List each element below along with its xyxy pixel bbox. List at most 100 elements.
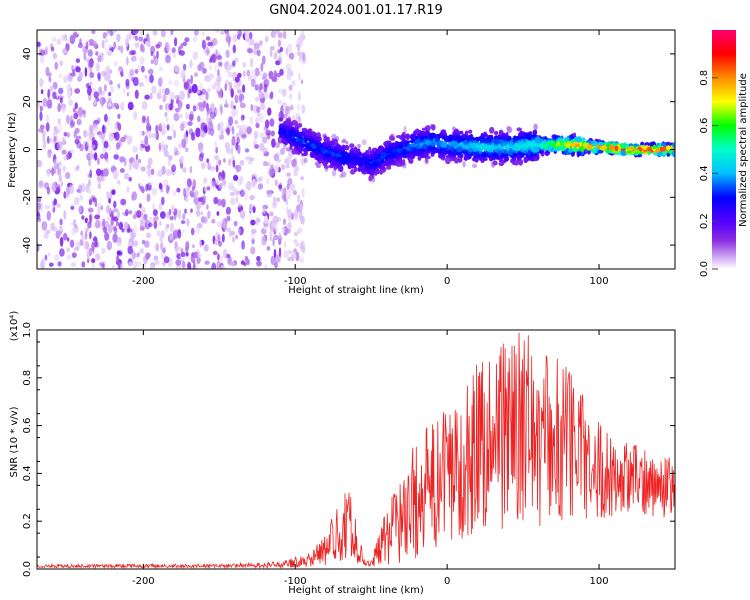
ridge-blob — [508, 148, 514, 156]
noise-blob — [109, 69, 112, 74]
ridge-blob — [345, 140, 349, 145]
noise-blob — [47, 97, 52, 107]
noise-blob — [295, 43, 301, 48]
x-tick-label: 0 — [444, 276, 450, 287]
noise-blob — [125, 38, 129, 48]
ridge-blob — [425, 159, 429, 164]
noise-blob — [286, 172, 291, 177]
noise-blob — [220, 130, 224, 136]
ridge-blob — [437, 142, 441, 150]
noise-blob — [160, 241, 164, 251]
noise-blob — [185, 112, 189, 120]
noise-blob — [273, 234, 279, 241]
noise-blob — [230, 100, 234, 110]
noise-blob — [183, 132, 187, 141]
noise-blob — [244, 148, 250, 153]
noise-blob — [260, 62, 264, 72]
noise-blob — [237, 202, 242, 208]
ridge-blob — [572, 132, 577, 137]
ridge-blob — [498, 129, 504, 136]
noise-blob — [207, 87, 211, 93]
noise-blob — [296, 103, 300, 112]
noise-blob — [37, 213, 41, 220]
ridge-blob — [480, 159, 485, 163]
noise-blob — [221, 218, 226, 228]
noise-blob — [37, 41, 41, 47]
ridge-blob — [291, 148, 296, 155]
noise-blob — [79, 194, 84, 201]
ridge-blob — [571, 143, 575, 149]
noise-blob — [53, 254, 60, 262]
noise-blob — [93, 123, 99, 132]
ridge-blob — [488, 137, 492, 144]
ridge-blob — [574, 143, 581, 148]
noise-blob — [231, 135, 236, 146]
noise-blob — [189, 190, 194, 197]
ridge-blob — [419, 130, 425, 136]
noise-blob — [203, 216, 208, 225]
noise-blob — [279, 46, 283, 53]
noise-blob — [199, 82, 203, 92]
noise-blob — [194, 72, 199, 77]
ridge-blob — [357, 143, 361, 149]
noise-blob — [91, 258, 96, 264]
noise-blob — [70, 115, 73, 125]
noise-blob — [173, 189, 177, 197]
ridge-blob — [349, 143, 355, 149]
ridge-blob — [479, 138, 484, 144]
noise-blob — [275, 30, 280, 35]
noise-blob — [205, 36, 211, 41]
noise-blob — [278, 247, 282, 257]
ridge-blob — [331, 152, 336, 158]
noise-blob — [180, 43, 184, 49]
ridge-blob — [322, 160, 328, 167]
x-tick-label: 100 — [590, 276, 609, 287]
noise-blob — [111, 216, 116, 221]
noise-blob — [108, 144, 112, 151]
noise-blob — [106, 205, 110, 214]
ridge-blob — [462, 145, 466, 151]
noise-blob — [146, 168, 151, 177]
noise-blob — [269, 211, 274, 217]
noise-blob — [139, 203, 142, 209]
noise-blob — [132, 30, 139, 35]
noise-blob — [185, 103, 190, 110]
noise-blob — [149, 264, 155, 269]
colorbar-tick-label: 0.0 — [699, 261, 710, 277]
noise-blob — [59, 60, 63, 67]
noise-blob — [131, 191, 137, 201]
noise-blob — [51, 182, 57, 192]
y-tick-label: 40 — [22, 48, 33, 61]
noise-blob — [148, 222, 153, 228]
noise-blob — [93, 99, 97, 106]
noise-blob — [219, 92, 223, 99]
noise-blob — [198, 61, 205, 70]
noise-blob — [250, 219, 256, 226]
noise-blob — [144, 41, 150, 46]
noise-blob — [184, 37, 190, 43]
noise-blob — [101, 39, 105, 49]
noise-blob — [148, 181, 153, 186]
noise-blob — [140, 166, 146, 172]
noise-blob — [155, 43, 161, 49]
noise-blob — [71, 227, 76, 236]
noise-blob — [40, 204, 44, 213]
noise-blob — [218, 183, 223, 189]
noise-blob — [173, 129, 176, 139]
noise-blob — [119, 156, 125, 163]
noise-blob — [205, 91, 209, 101]
noise-blob — [127, 101, 134, 111]
ridge-blob — [419, 135, 424, 142]
noise-blob — [248, 160, 253, 165]
noise-blob — [144, 240, 150, 248]
y-tick-label: 0.6 — [22, 418, 33, 434]
noise-blob — [242, 61, 247, 68]
noise-blob — [66, 254, 72, 260]
ridge-blob — [376, 158, 382, 163]
noise-blob — [51, 37, 57, 42]
noise-blob — [197, 115, 201, 123]
noise-blob — [92, 40, 98, 49]
ridge-blob — [331, 133, 337, 141]
noise-blob — [260, 175, 264, 180]
ridge-blob — [577, 152, 582, 156]
